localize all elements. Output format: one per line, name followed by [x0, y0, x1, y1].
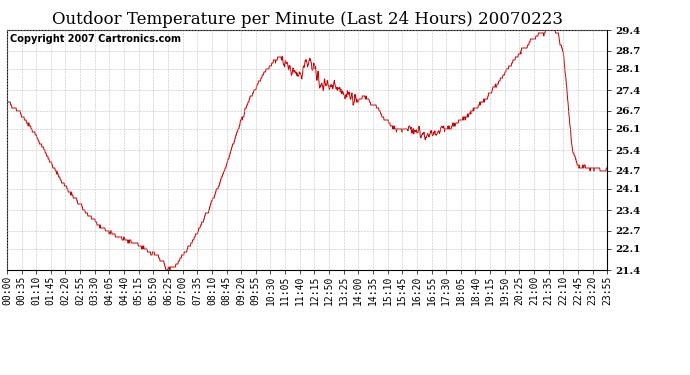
Text: Copyright 2007 Cartronics.com: Copyright 2007 Cartronics.com: [10, 34, 181, 44]
Title: Outdoor Temperature per Minute (Last 24 Hours) 20070223: Outdoor Temperature per Minute (Last 24 …: [52, 12, 562, 28]
